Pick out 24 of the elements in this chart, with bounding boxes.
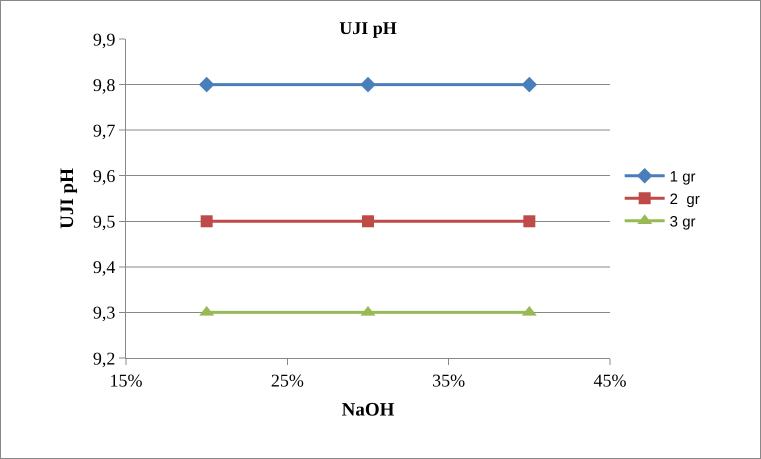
y-tick-label: 9,8 xyxy=(92,74,116,95)
x-tick-label: 45% xyxy=(594,370,626,391)
x-tick-label: 25% xyxy=(270,370,304,391)
y-tick-label: 9,6 xyxy=(92,166,116,186)
point xyxy=(200,215,213,228)
legend-label: 1 gr xyxy=(670,168,696,186)
x-tick-label: 35% xyxy=(432,370,466,391)
y-tick-label: 9,2 xyxy=(92,348,116,368)
point xyxy=(360,76,376,92)
point xyxy=(523,215,536,228)
y-tick-label: 9,7 xyxy=(92,120,116,140)
y-tick-label: 9,9 xyxy=(92,29,116,50)
point xyxy=(362,215,374,228)
y-tick-label: 9,5 xyxy=(92,212,116,232)
point xyxy=(522,76,538,92)
x-axis-title: NaOH xyxy=(342,399,395,420)
chart-title: UJI pH xyxy=(339,18,397,38)
legend-label: 2 gr xyxy=(670,191,700,208)
point xyxy=(198,76,214,92)
y-axis-title: UJI pH xyxy=(56,168,78,229)
y-tick-label: 9,4 xyxy=(92,257,116,278)
legend-label: 3 gr xyxy=(670,214,696,231)
x-tick-label: 15% xyxy=(110,370,142,391)
y-tick-label: 9,3 xyxy=(92,302,116,323)
